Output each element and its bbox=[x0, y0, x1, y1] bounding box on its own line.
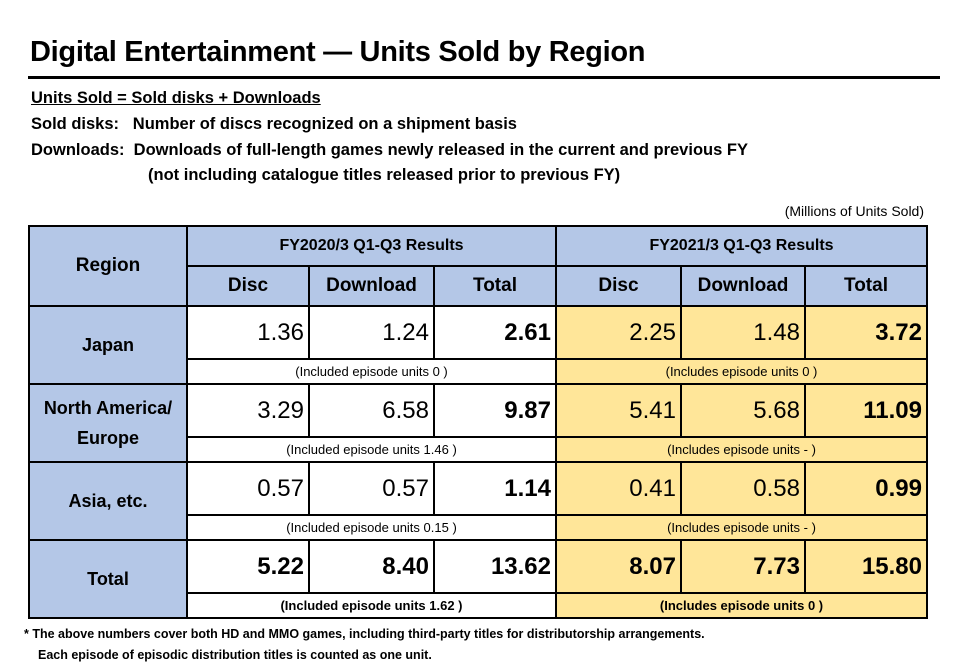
page-title: Digital Entertainment — Units Sold by Re… bbox=[30, 36, 646, 68]
note-row: (Included episode units 0 ) (Includes epi… bbox=[29, 358, 928, 385]
value-cell: 1.36 bbox=[186, 305, 310, 360]
value-cell: 8.07 bbox=[555, 539, 682, 594]
table-row: North America/ Europe 3.29 6.58 9.87 5.41 5.6… bbox=[28, 383, 928, 463]
value-cell: 0.99 bbox=[804, 461, 928, 516]
value-cell: 3.29 bbox=[186, 383, 310, 438]
footnote: Each episode of episodic distribution ti… bbox=[38, 648, 432, 662]
note-row: (Included episode units 1.46 ) (Includes … bbox=[29, 436, 928, 463]
value-cell: 0.57 bbox=[308, 461, 435, 516]
units-formula: Units Sold = Sold disks + Downloads bbox=[31, 89, 321, 107]
units-table: Region FY2020/3 Q1-Q3 Results FY2021/3 Q… bbox=[28, 225, 928, 619]
episode-note: (Includes episode units - ) bbox=[555, 514, 928, 541]
value-cell: 11.09 bbox=[804, 383, 928, 438]
episode-note: (Included episode units 0.15 ) bbox=[186, 514, 557, 541]
episode-note: (Included episode units 0 ) bbox=[186, 358, 557, 385]
value-cell: 0.41 bbox=[555, 461, 682, 516]
value-cell: 15.80 bbox=[804, 539, 928, 594]
region-cell: Total bbox=[28, 539, 188, 619]
region-cell: North America/ Europe bbox=[28, 383, 188, 463]
value-cell: 5.22 bbox=[186, 539, 310, 594]
value-cell: 5.41 bbox=[555, 383, 682, 438]
value-cell: 9.87 bbox=[433, 383, 557, 438]
value-cell: 8.40 bbox=[308, 539, 435, 594]
table-row: Asia, etc. 0.57 0.57 1.14 0.41 0.58 0.99 bbox=[28, 461, 928, 541]
region-cell: Asia, etc. bbox=[28, 461, 188, 541]
episode-note: (Includes episode units 0 ) bbox=[555, 592, 928, 619]
column-header: Total bbox=[804, 265, 928, 307]
value-cell: 2.61 bbox=[433, 305, 557, 360]
episode-note: (Includes episode units 0 ) bbox=[555, 358, 928, 385]
column-header: Download bbox=[308, 265, 435, 307]
disks-label: Sold disks: bbox=[31, 115, 120, 133]
downloads-label: Downloads: bbox=[31, 141, 125, 159]
period-header: FY2020/3 Q1-Q3 Results bbox=[186, 225, 557, 267]
period-header: FY2021/3 Q1-Q3 Results bbox=[555, 225, 928, 267]
note-row: (Included episode units 0.15 ) (Includes … bbox=[29, 514, 928, 541]
value-cell: 1.24 bbox=[308, 305, 435, 360]
note-row: (Included episode units 1.62 ) (Includes … bbox=[29, 592, 928, 619]
value-cell: 0.57 bbox=[186, 461, 310, 516]
value-cell: 13.62 bbox=[433, 539, 557, 594]
title-divider bbox=[28, 76, 940, 79]
episode-note: (Includes episode units - ) bbox=[555, 436, 928, 463]
value-cell: 1.48 bbox=[680, 305, 806, 360]
value-cell: 2.25 bbox=[555, 305, 682, 360]
region-header: Region bbox=[28, 225, 188, 307]
value-cell: 1.14 bbox=[433, 461, 557, 516]
value-cell: 7.73 bbox=[680, 539, 806, 594]
downloads-definition: Downloads: Downloads of full-length game… bbox=[31, 141, 748, 160]
downloads-text: Downloads of full-length games newly rel… bbox=[133, 141, 748, 159]
column-header: Disc bbox=[186, 265, 310, 307]
column-header: Total bbox=[433, 265, 557, 307]
footnote: * The above numbers cover both HD and MM… bbox=[24, 627, 705, 641]
disks-text: Number of discs recognized on a shipment… bbox=[132, 115, 517, 133]
disks-definition: Sold disks: Number of discs recognized o… bbox=[31, 115, 517, 134]
unit-label: (Millions of Units Sold) bbox=[784, 203, 924, 219]
episode-note: (Included episode units 1.62 ) bbox=[186, 592, 557, 619]
value-cell: 5.68 bbox=[680, 383, 806, 438]
column-header: Disc bbox=[555, 265, 682, 307]
table-row: Total 5.22 8.40 13.62 8.07 7.73 15.80 bbox=[28, 539, 928, 619]
value-cell: 0.58 bbox=[680, 461, 806, 516]
value-cell: 3.72 bbox=[804, 305, 928, 360]
table-row: Japan 1.36 1.24 2.61 2.25 1.48 3.72 bbox=[28, 305, 928, 385]
downloads-definition-note: (not including catalogue titles released… bbox=[148, 166, 621, 184]
value-cell: 6.58 bbox=[308, 383, 435, 438]
column-header: Download bbox=[680, 265, 806, 307]
episode-note: (Included episode units 1.46 ) bbox=[186, 436, 557, 463]
region-cell: Japan bbox=[28, 305, 188, 385]
